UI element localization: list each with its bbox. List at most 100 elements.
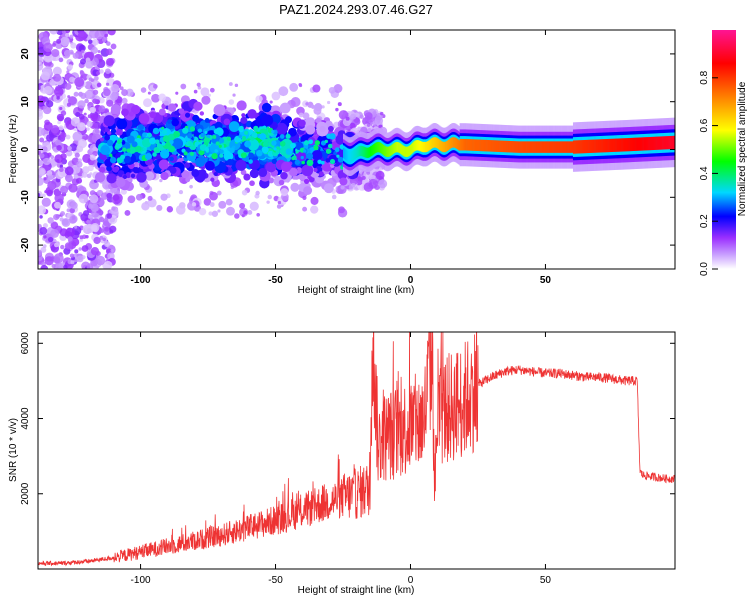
- colorbar-tick-label: 0.8: [699, 70, 710, 84]
- spectrogram-blob: [128, 147, 136, 154]
- spectrogram-blob: [149, 111, 157, 119]
- spectrogram-blob: [65, 134, 71, 140]
- spectrogram-blob: [69, 76, 75, 83]
- spectrogram-blob: [298, 83, 303, 88]
- spectrogram-blob: [70, 201, 78, 210]
- spectrogram-x-axis-label: Height of straight line (km): [298, 285, 415, 296]
- spectrogram-blob: [50, 155, 55, 160]
- spectrogram-blob: [106, 57, 115, 66]
- spectrogram-y-tick-label: 0: [20, 146, 31, 152]
- spectrogram-blob: [77, 100, 86, 109]
- spectrogram-blob: [74, 225, 78, 229]
- spectrogram-blob: [54, 242, 59, 248]
- spectrogram-blob: [271, 140, 277, 146]
- spectrogram-blob: [301, 164, 314, 177]
- spectrogram-blob: [236, 136, 240, 141]
- spectrogram-blob: [109, 156, 117, 164]
- spectrogram-blob: [89, 154, 96, 161]
- spectrogram-blob: [120, 188, 127, 195]
- spectrogram-blob: [160, 193, 168, 201]
- spectrogram-blob: [314, 140, 321, 146]
- spectrogram-blob: [64, 30, 71, 34]
- spectrogram-blob: [82, 224, 93, 235]
- spectrogram-blob: [214, 149, 218, 153]
- spectrogram-blob: [321, 105, 325, 109]
- spectrogram-blob: [310, 196, 319, 205]
- spectrogram-blob: [169, 166, 177, 174]
- spectrogram-blob: [78, 113, 85, 120]
- spectrogram-blob: [53, 257, 61, 264]
- spectrogram-blob: [178, 108, 185, 115]
- spectrogram-blob: [93, 236, 101, 245]
- spectrogram-blob: [121, 108, 129, 117]
- spectrogram-blob: [169, 139, 174, 145]
- spectrogram-blob: [379, 111, 384, 116]
- spectrogram-heatmap: [38, 30, 675, 269]
- spectrogram-blob: [100, 192, 109, 200]
- spectrogram-blob: [158, 159, 169, 170]
- spectrogram-blob: [85, 235, 89, 239]
- spectrogram-blob: [238, 134, 242, 139]
- spectrogram-blob: [138, 113, 150, 124]
- spectrogram-blob: [70, 42, 77, 49]
- spectrogram-blob: [90, 247, 100, 256]
- spectrogram-blob: [196, 82, 201, 87]
- spectrogram-blob: [67, 236, 73, 242]
- spectrogram-blob: [99, 166, 106, 173]
- spectrogram-blob: [109, 153, 113, 157]
- spectrogram-blob: [191, 202, 197, 207]
- spectrogram-blob: [199, 111, 205, 116]
- spectrogram-blob: [69, 207, 75, 214]
- spectrogram-x-tick-label: 50: [540, 275, 552, 286]
- spectrogram-blob: [81, 49, 85, 54]
- spectrogram-blob: [219, 153, 224, 158]
- spectrogram-blob: [135, 193, 143, 201]
- snr-x-tick-label: -100: [131, 575, 151, 586]
- spectrogram-blob: [298, 119, 306, 127]
- spectrogram-blob: [211, 210, 219, 217]
- spectrogram-blob: [216, 190, 222, 196]
- spectrogram-blob: [261, 146, 269, 154]
- spectrogram-blob: [280, 188, 289, 197]
- spectrogram-blob: [219, 149, 224, 154]
- spectrogram-blob: [40, 246, 47, 253]
- spectrogram-blob: [125, 88, 134, 97]
- spectrogram-blob: [193, 101, 203, 111]
- spectrogram-blob: [145, 152, 152, 160]
- spectrogram-blob: [192, 114, 200, 122]
- spectrogram-blob: [66, 150, 73, 157]
- spectrogram-blob: [116, 128, 123, 136]
- spectrogram-blob: [167, 119, 172, 124]
- spectrogram-blob: [77, 31, 88, 41]
- spectrogram-blob: [38, 205, 47, 215]
- spectrogram-blob: [141, 202, 150, 211]
- spectrogram-blob: [92, 38, 99, 46]
- spectrogram-blob: [142, 132, 147, 138]
- spectrogram-blob: [239, 202, 246, 209]
- spectrogram-blob: [275, 122, 288, 135]
- snr-y-axis-label: SNR (10 * v/v): [8, 418, 19, 482]
- spectrogram-blob: [197, 85, 202, 90]
- spectrogram-blob: [303, 178, 310, 184]
- spectrogram-blob: [204, 131, 208, 135]
- spectrogram-blob: [106, 165, 112, 172]
- spectrogram-blob: [149, 137, 156, 145]
- spectrogram-blob: [292, 155, 297, 160]
- spectrogram-blob: [298, 112, 304, 118]
- spectrogram-x-tick-label: -50: [268, 275, 283, 286]
- spectrogram-blob: [67, 96, 77, 106]
- spectrogram-blob: [218, 144, 222, 148]
- spectrogram-x-tick-label: -100: [131, 275, 151, 286]
- spectrogram-blob: [73, 173, 79, 180]
- spectrogram-blob: [279, 102, 291, 114]
- spectrogram-blob: [240, 116, 248, 124]
- spectrogram-blob: [198, 207, 207, 216]
- spectrogram-blob: [92, 89, 99, 96]
- snr-x-tick-label: 50: [540, 575, 552, 586]
- spectrogram-blob: [302, 112, 310, 120]
- spectrogram-blob: [169, 156, 174, 162]
- spectrogram-blob: [40, 71, 50, 81]
- spectrogram-blob: [334, 147, 340, 153]
- spectrogram-blob: [65, 32, 70, 37]
- spectrogram-blob: [247, 210, 253, 215]
